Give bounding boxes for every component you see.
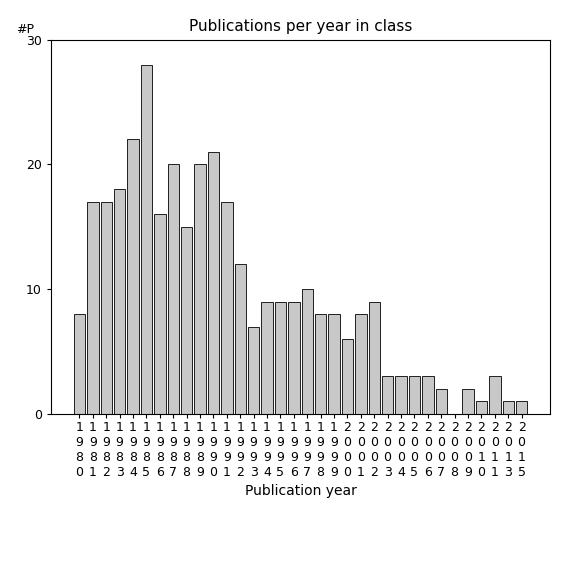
Title: Publications per year in class: Publications per year in class xyxy=(189,19,412,35)
Bar xyxy=(288,302,299,414)
Bar xyxy=(516,401,527,414)
Bar xyxy=(221,202,232,414)
Bar xyxy=(489,376,501,414)
Bar xyxy=(181,227,192,414)
Bar xyxy=(194,164,206,414)
Bar xyxy=(114,189,125,414)
Bar xyxy=(476,401,487,414)
Bar xyxy=(100,202,112,414)
Bar xyxy=(261,302,273,414)
Bar xyxy=(462,389,473,414)
Bar xyxy=(369,302,380,414)
Bar xyxy=(502,401,514,414)
Bar xyxy=(435,389,447,414)
Bar xyxy=(302,289,313,414)
Bar xyxy=(128,139,139,414)
Bar xyxy=(141,65,152,414)
Bar xyxy=(248,327,259,414)
Bar xyxy=(342,339,353,414)
Bar xyxy=(275,302,286,414)
Bar xyxy=(235,264,246,414)
Bar xyxy=(87,202,99,414)
Bar xyxy=(382,376,393,414)
Bar xyxy=(328,314,340,414)
X-axis label: Publication year: Publication year xyxy=(244,484,357,498)
Bar xyxy=(395,376,407,414)
Text: #P: #P xyxy=(16,23,34,36)
Bar xyxy=(74,314,85,414)
Bar xyxy=(167,164,179,414)
Bar xyxy=(355,314,366,414)
Bar xyxy=(315,314,326,414)
Bar xyxy=(422,376,434,414)
Bar xyxy=(154,214,166,414)
Bar xyxy=(409,376,420,414)
Bar xyxy=(208,152,219,414)
